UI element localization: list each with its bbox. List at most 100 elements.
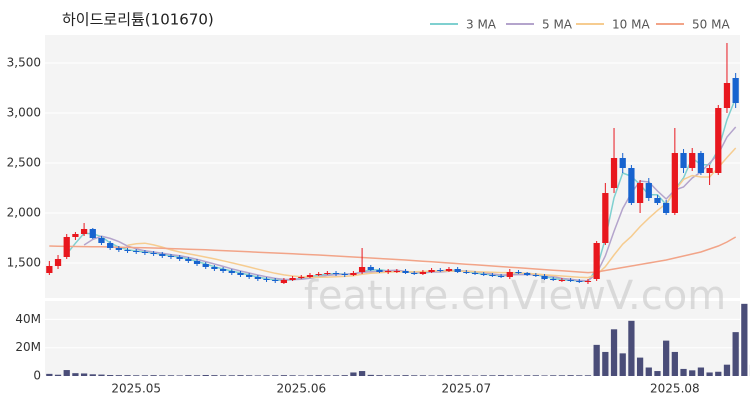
volume-bar: [272, 375, 279, 376]
volume-bar: [741, 303, 748, 376]
candle-body: [98, 238, 105, 243]
candle-body: [107, 243, 114, 248]
candle-body: [654, 198, 661, 203]
candle-body: [497, 276, 505, 277]
y-tick-label: 3,500: [7, 56, 41, 70]
volume-bar: [576, 375, 583, 376]
volume-bar: [385, 375, 392, 376]
candle-body: [246, 275, 253, 277]
candle-body: [706, 168, 713, 173]
volume-bar: [150, 375, 157, 376]
volume-bar: [263, 375, 270, 376]
volume-bar: [715, 371, 722, 376]
ma-line: [49, 236, 737, 274]
volume-bar: [141, 375, 149, 376]
volume-bar: [402, 375, 409, 376]
volume-bar: [72, 373, 79, 376]
volume-bar: [497, 375, 505, 376]
candle-body: [471, 273, 479, 274]
volume-bar: [367, 374, 374, 376]
candle-body: [376, 270, 383, 272]
volume-bar: [228, 375, 235, 376]
candle-body: [185, 259, 192, 261]
candle-body: [636, 183, 644, 203]
volume-bar: [280, 375, 288, 376]
candle-body: [732, 78, 739, 103]
volume-bar: [689, 370, 696, 376]
candle-body: [54, 259, 62, 266]
volume-bar: [115, 375, 122, 376]
x-tick-label: 2025.07: [442, 382, 492, 396]
volume-bar: [254, 375, 261, 376]
volume-bar: [593, 344, 600, 376]
candle-body: [628, 168, 635, 203]
candle-body: [315, 274, 322, 275]
volume-bar: [532, 375, 539, 376]
candle-body: [715, 108, 722, 173]
volume-bar: [515, 375, 522, 376]
y-tick-label: 1,500: [7, 256, 41, 270]
candle-body: [124, 250, 131, 251]
candle-body: [202, 264, 209, 267]
volume-bar: [645, 367, 652, 376]
candle-body: [159, 254, 166, 256]
candle-body: [341, 274, 348, 275]
volume-bar: [680, 368, 687, 376]
candle-body: [385, 271, 392, 272]
volume-bar: [489, 375, 496, 376]
volume-bar: [506, 375, 513, 376]
volume-bar: [393, 375, 400, 376]
volume-bar: [437, 375, 444, 376]
candle-body: [89, 229, 96, 238]
candle-body: [280, 280, 288, 283]
y-tick-label: 2,500: [7, 156, 41, 170]
candle-body: [454, 269, 461, 272]
candle-body: [602, 193, 609, 243]
volume-bar: [202, 375, 209, 376]
volume-bar: [185, 375, 192, 376]
candle-body: [524, 273, 531, 275]
volume-bar: [541, 375, 548, 376]
candle-body: [445, 269, 453, 271]
volume-bar: [445, 375, 453, 376]
volume-bar: [428, 375, 435, 376]
volume-bar: [663, 340, 670, 376]
candle-body: [133, 251, 140, 252]
x-tick-label: 2025.08: [650, 382, 700, 396]
candle-body: [324, 273, 331, 274]
chart-title: 하이드로리튬(101670): [62, 11, 214, 29]
candle-body: [150, 253, 157, 254]
candle-body: [593, 243, 600, 279]
volume-bar: [628, 320, 635, 376]
candle-body: [697, 153, 705, 173]
volume-bar: [89, 374, 96, 376]
volume-bar: [237, 375, 244, 376]
candle-body: [532, 275, 539, 276]
candle-body: [541, 276, 548, 279]
candle-body: [46, 266, 53, 273]
candle-body: [272, 280, 279, 281]
volume-bar: [159, 375, 166, 376]
candle-body: [193, 261, 201, 264]
candle-body: [402, 271, 409, 273]
volume-bar: [54, 374, 62, 376]
candle-body: [393, 271, 400, 272]
volume-bar: [289, 375, 296, 376]
volume-bar: [324, 375, 331, 376]
volume-bar: [332, 375, 340, 376]
volume-bar: [584, 375, 592, 376]
volume-bar: [315, 375, 322, 376]
candle-body: [619, 158, 626, 168]
volume-bar: [306, 375, 314, 376]
candle-body: [167, 256, 175, 257]
volume-bar: [176, 375, 183, 376]
y-tick-label: 2,000: [7, 206, 41, 220]
volume-bar: [246, 375, 253, 376]
candle-body: [80, 229, 88, 234]
watermark: feature.enViewV.com: [304, 273, 726, 319]
volume-bar: [619, 353, 626, 376]
candle-body: [350, 273, 357, 275]
x-tick-label: 2025.05: [111, 382, 161, 396]
volume-bar: [602, 351, 609, 376]
candle-body: [219, 269, 227, 271]
